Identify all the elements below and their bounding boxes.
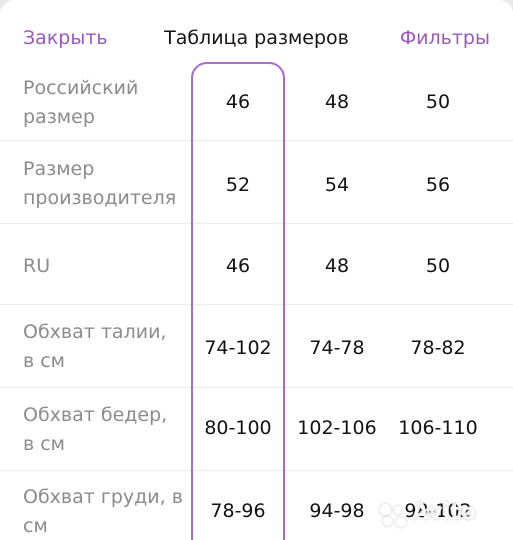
row-label: Обхват бедер, в см [23,404,168,455]
row-label: Обхват груди, в см [23,486,183,537]
size-cell[interactable]: 48 [324,91,350,113]
table-row: Обхват талии, в см 74-102 74-78 78-82 [0,305,513,388]
size-cell[interactable]: 56 [425,174,451,196]
row-label: RU [23,255,51,277]
header: Закрыть Таблица размеров Фильтры [0,0,513,70]
size-cell[interactable]: 52 [225,174,251,196]
size-cell[interactable]: 46 [225,91,251,113]
size-cell[interactable]: 50 [425,91,451,113]
watermark-text: Avito [412,500,476,525]
filters-button[interactable]: Фильтры [399,27,490,49]
row-label: Обхват талии, в см [23,321,167,372]
size-cell[interactable]: 98-102 [404,500,472,522]
size-cell[interactable]: 54 [324,174,350,196]
table-row: Размер производителя 52 54 56 [0,141,513,224]
close-button[interactable]: Закрыть [23,27,108,49]
size-cell[interactable]: 1 [488,417,513,439]
row-label: Размер производителя [23,158,177,209]
size-cell[interactable]: 48 [324,255,350,277]
size-cell[interactable]: 78-96 [210,500,266,522]
size-cell[interactable]: 80-100 [204,417,272,439]
size-cell[interactable]: 94-98 [309,500,365,522]
size-cell[interactable]: 106-110 [398,417,478,439]
table-row: Российский размер 46 48 50 [0,62,513,141]
size-cell[interactable]: 74-78 [309,337,365,359]
size-cell[interactable]: 74-102 [204,337,272,359]
size-cell[interactable]: 102-106 [297,417,377,439]
size-cell[interactable]: 46 [225,255,251,277]
row-label: Российский размер [23,77,139,128]
table-row: Обхват груди, в см 78-96 94-98 98-102 1( [0,471,513,540]
table-row: RU 46 48 50 [0,224,513,305]
avito-watermark: Avito [380,500,506,530]
size-cell[interactable]: 50 [425,255,451,277]
size-cell[interactable]: 78-82 [410,337,466,359]
page-title: Таблица размеров [164,27,349,49]
avito-logo-icon [380,504,408,528]
table-row: Обхват бедер, в см 80-100 102-106 106-11… [0,388,513,471]
